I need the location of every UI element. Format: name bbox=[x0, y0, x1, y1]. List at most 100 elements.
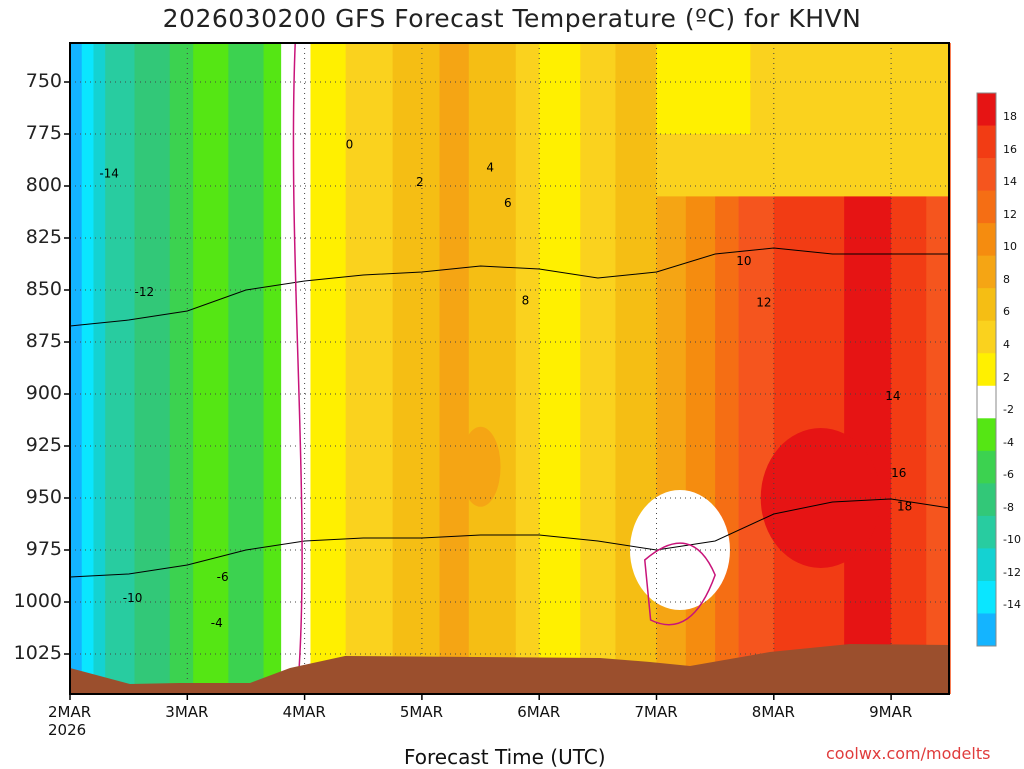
contour-label-1: -12 bbox=[135, 285, 155, 299]
colorbar-swatch-12 bbox=[977, 483, 996, 517]
y-tick-label: 775 bbox=[25, 122, 62, 144]
contour-label-6: 2 bbox=[416, 175, 424, 189]
contour-label-12: 14 bbox=[885, 389, 900, 403]
y-tick-label: 850 bbox=[25, 278, 62, 300]
x-tick-label: 8MAR bbox=[751, 703, 795, 721]
colorbar-swatch-4 bbox=[977, 223, 996, 257]
temperature-band-10 bbox=[310, 43, 347, 694]
temperature-band-17 bbox=[580, 43, 617, 694]
colorbar-label: -8 bbox=[1003, 500, 1014, 514]
colorbar-label: 12 bbox=[1003, 207, 1017, 221]
temperature-band-7 bbox=[228, 43, 265, 694]
x-tick-label: 9MAR bbox=[869, 703, 913, 721]
y-tick-label: 750 bbox=[25, 70, 62, 92]
contour-label-0: -14 bbox=[99, 167, 119, 181]
temperature-band-12 bbox=[392, 43, 441, 694]
y-tick-label: 1025 bbox=[13, 642, 62, 664]
y-tick-label: 825 bbox=[25, 226, 62, 248]
colorbar-label: -2 bbox=[1003, 403, 1014, 417]
temperature-band-14 bbox=[468, 43, 517, 694]
colorbar-swatch-16 bbox=[977, 613, 996, 647]
x-tick-label: 2MAR bbox=[48, 703, 92, 721]
chart-title: 2026030200 GFS Forecast Temperature (ºC)… bbox=[162, 4, 862, 33]
temperature-band-0 bbox=[70, 43, 83, 694]
x-tick-label: 4MAR bbox=[282, 703, 326, 721]
temperature-band-5 bbox=[169, 43, 195, 694]
temperature-band-6 bbox=[193, 43, 230, 694]
colorbar-swatch-3 bbox=[977, 190, 996, 224]
x-tick-label: 3MAR bbox=[165, 703, 209, 721]
colorbar-label: 16 bbox=[1003, 142, 1017, 156]
plot-frame bbox=[69, 42, 950, 695]
colorbar-label: 6 bbox=[1003, 305, 1010, 319]
x-tick-label: 7MAR bbox=[634, 703, 678, 721]
temperature-band-1 bbox=[81, 43, 95, 694]
contour-label-5: 0 bbox=[346, 138, 354, 152]
y-tick-label: 975 bbox=[25, 538, 62, 560]
y-tick-label: 1000 bbox=[13, 590, 62, 612]
contour-label-10: 10 bbox=[736, 254, 751, 268]
temperature-band-11 bbox=[345, 43, 394, 694]
warm-core-6mar bbox=[460, 426, 501, 507]
freezing-line-left bbox=[292, 42, 303, 675]
colorbar-swatch-13 bbox=[977, 515, 996, 549]
temperature-band-13 bbox=[439, 43, 470, 694]
temperature-band-15 bbox=[515, 43, 541, 694]
freezing-line-pocket bbox=[643, 542, 716, 626]
contour-label-4: -4 bbox=[211, 616, 223, 630]
colorbar-label: -4 bbox=[1003, 435, 1014, 449]
colorbar-label: 8 bbox=[1003, 272, 1010, 286]
colorbar-swatch-5 bbox=[977, 255, 996, 289]
ground-terrain bbox=[70, 644, 949, 694]
colorbar-swatch-9 bbox=[977, 385, 996, 419]
contour-label-7: 4 bbox=[486, 160, 494, 174]
colorbar-swatch-7 bbox=[977, 320, 996, 354]
temperature-band-9 bbox=[281, 43, 312, 694]
colorbar-swatch-6 bbox=[977, 288, 996, 322]
y-tick-label: 800 bbox=[25, 174, 62, 196]
x-tick-label: 5MAR bbox=[399, 703, 444, 721]
x-axis-title: Forecast Time (UTC) bbox=[404, 745, 606, 769]
colorbar-label: 18 bbox=[1003, 110, 1017, 124]
contour-label-8: 6 bbox=[504, 196, 512, 210]
y-tick-label: 950 bbox=[25, 486, 62, 508]
temperature-band-3 bbox=[105, 43, 136, 694]
temperature-band-8 bbox=[263, 43, 283, 694]
colorbar-label: 10 bbox=[1003, 240, 1017, 254]
contour-label-9: 8 bbox=[522, 294, 530, 308]
contour-label-13: 16 bbox=[891, 466, 906, 480]
colorbar-label: -12 bbox=[1003, 565, 1021, 579]
colorbar-label: -6 bbox=[1003, 468, 1014, 482]
x-tick-label: 6MAR bbox=[517, 703, 561, 721]
y-tick-label: 875 bbox=[25, 330, 62, 352]
contour-label-11: 12 bbox=[756, 296, 771, 310]
x-axis-year: 2026 bbox=[48, 721, 87, 739]
contour-label-14: 18 bbox=[897, 499, 912, 513]
colorbar-label: 14 bbox=[1003, 175, 1017, 189]
contour-label-3: -6 bbox=[217, 570, 229, 584]
colorbar-frame bbox=[976, 92, 997, 647]
colorbar-swatch-0 bbox=[977, 93, 996, 127]
contour-850 bbox=[69, 247, 950, 327]
colorbar-label: -10 bbox=[1003, 533, 1021, 547]
temperature-band-16 bbox=[539, 43, 582, 694]
colorbar-swatch-1 bbox=[977, 125, 996, 159]
colorbar-swatch-10 bbox=[977, 418, 996, 452]
temperature-band-4 bbox=[134, 43, 171, 694]
cold-pocket bbox=[629, 490, 730, 610]
temperature-band-2 bbox=[93, 43, 107, 694]
colorbar-swatch-15 bbox=[977, 580, 996, 614]
colorbar-swatch-14 bbox=[977, 548, 996, 582]
colorbar-label: -14 bbox=[1003, 598, 1021, 612]
contour-surface bbox=[69, 498, 950, 578]
colorbar-label: 4 bbox=[1003, 337, 1010, 351]
temperature-band-upper-mild bbox=[656, 43, 751, 134]
colorbar-label: 2 bbox=[1003, 370, 1010, 384]
y-tick-label: 925 bbox=[25, 434, 62, 456]
colorbar-swatch-8 bbox=[977, 353, 996, 387]
colorbar-swatch-2 bbox=[977, 158, 996, 192]
y-tick-label: 900 bbox=[25, 382, 62, 404]
credit-link[interactable]: coolwx.com/modelts bbox=[826, 744, 991, 763]
